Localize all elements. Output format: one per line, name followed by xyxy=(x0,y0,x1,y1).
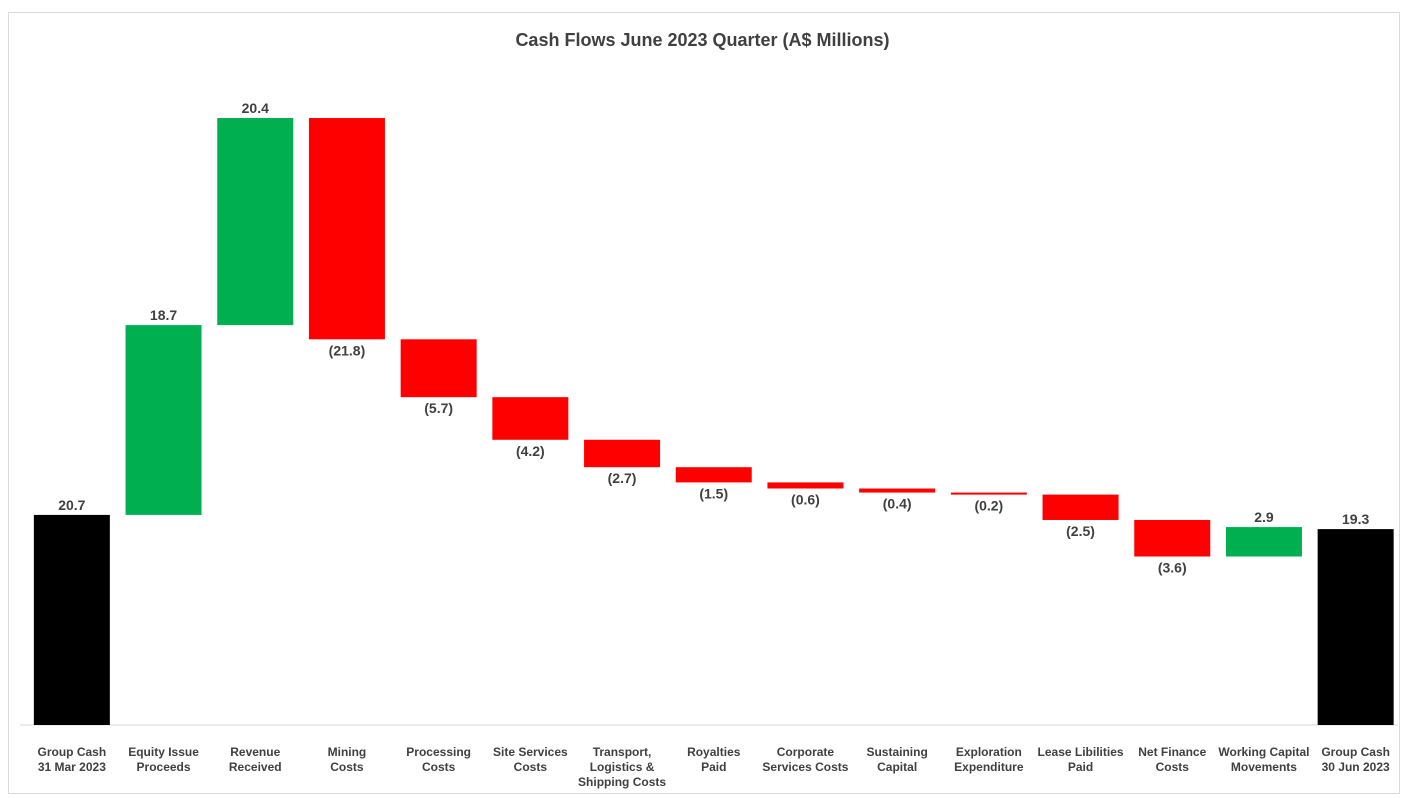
bar-6 xyxy=(492,397,569,440)
x-tick-label-13: Net Finance Costs xyxy=(1138,745,1206,774)
bar-10 xyxy=(859,488,936,493)
x-tick-label-15: Group Cash 30 Jun 2023 xyxy=(1321,745,1390,774)
x-tick-label-7: Transport, Logistics & Shipping Costs xyxy=(578,745,666,789)
x-tick-label-14: Working Capital Movements xyxy=(1218,745,1309,774)
x-tick-label-12: Lease Libilities Paid xyxy=(1038,745,1124,774)
x-tick-label-3: Revenue Received xyxy=(229,745,282,774)
data-label-1: 20.7 xyxy=(58,497,85,513)
bar-15 xyxy=(1317,529,1394,725)
bar-8 xyxy=(675,467,752,483)
data-label-15: 19.3 xyxy=(1342,511,1369,527)
bar-3 xyxy=(217,118,294,326)
bar-13 xyxy=(1134,519,1211,557)
bar-4 xyxy=(308,118,385,340)
data-label-8: (1.5) xyxy=(699,485,728,501)
bar-9 xyxy=(767,482,844,489)
data-label-5: (5.7) xyxy=(424,400,453,416)
bar-5 xyxy=(400,339,477,398)
chart-title: Cash Flows June 2023 Quarter (A$ Million… xyxy=(515,30,890,50)
data-label-6: (4.2) xyxy=(516,443,545,459)
x-tick-label-1: Group Cash 31 Mar 2023 xyxy=(38,745,107,774)
data-label-2: 18.7 xyxy=(150,307,177,323)
x-tick-label-6: Site Services Costs xyxy=(493,745,568,774)
x-tick-label-2: Equity Issue Proceeds xyxy=(128,745,199,774)
data-label-12: (2.5) xyxy=(1066,523,1095,539)
bar-11 xyxy=(950,492,1027,495)
data-label-11: (0.2) xyxy=(974,498,1003,514)
bar-14 xyxy=(1225,527,1302,557)
data-label-3: 20.4 xyxy=(242,100,269,116)
bar-12 xyxy=(1042,494,1119,520)
bar-2 xyxy=(125,325,202,515)
x-tick-label-8: Royalties Paid xyxy=(687,745,741,774)
data-label-9: (0.6) xyxy=(791,492,820,508)
data-label-4: (21.8) xyxy=(329,342,366,358)
bar-7 xyxy=(584,439,661,468)
data-label-7: (2.7) xyxy=(608,470,637,486)
x-tick-label-4: Mining Costs xyxy=(328,745,367,774)
x-tick-label-9: Corporate Services Costs xyxy=(762,745,848,774)
data-label-14: 2.9 xyxy=(1254,509,1274,525)
x-tick-label-5: Processing Costs xyxy=(406,745,471,774)
bar-1 xyxy=(33,514,110,725)
data-label-13: (3.6) xyxy=(1158,560,1187,576)
x-tick-label-11: Exploration Expenditure xyxy=(954,745,1024,774)
x-tick-label-10: Sustaining Capital xyxy=(866,745,927,774)
data-label-10: (0.4) xyxy=(883,496,912,512)
